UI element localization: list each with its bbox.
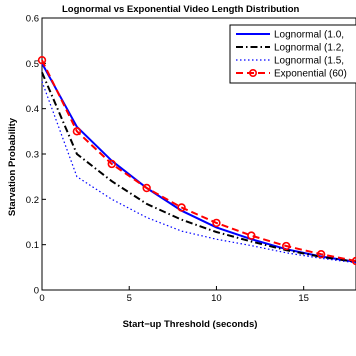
series-point	[247, 231, 256, 240]
series-line-1	[41, 72, 356, 263]
x-tick-label: 10	[211, 293, 222, 304]
x-tick-label: 0	[39, 293, 44, 304]
x-axis-title: Start−up Threshold (seconds)	[123, 319, 258, 330]
x-tick-label: 5	[127, 293, 132, 304]
legend-label-1: Lognormal (1.2,	[274, 43, 344, 54]
series-layer	[37, 55, 356, 266]
series-point	[37, 55, 47, 65]
legend-label-3: Exponential (60)	[274, 69, 347, 80]
y-tick-label: 0.1	[26, 240, 39, 251]
y-tick-label: 0.3	[26, 150, 39, 161]
legend-label-2: Lognormal (1.5,	[274, 56, 344, 67]
legend-marker	[249, 69, 258, 78]
series-line-3	[41, 59, 356, 262]
series-point	[282, 241, 291, 251]
series-point	[72, 127, 82, 136]
x-axis-ticks: 0 5 10 15	[39, 286, 309, 304]
y-tick-label: 0.4	[26, 104, 39, 115]
x-tick-label: 15	[298, 293, 309, 304]
y-tick-label: 0.6	[26, 14, 39, 25]
series-point	[142, 183, 151, 193]
series-line-2	[41, 81, 356, 264]
legend-label-0: Lognormal (1.0,	[274, 30, 344, 41]
series-point	[212, 218, 221, 228]
series-point	[316, 249, 326, 259]
legend: Lognormal (1.0, Lognormal (1.2, Lognormal …	[229, 24, 356, 84]
y-tick-label: 0	[34, 286, 39, 297]
chart-title: Lognormal vs Exponential Video Length Di…	[62, 4, 300, 15]
y-axis-title: Starvation Probability	[7, 117, 18, 216]
series-point	[177, 203, 186, 212]
series-point	[351, 256, 356, 266]
y-tick-label: 0.5	[26, 59, 39, 70]
series-point	[107, 159, 116, 169]
y-tick-label: 0.2	[26, 195, 39, 206]
